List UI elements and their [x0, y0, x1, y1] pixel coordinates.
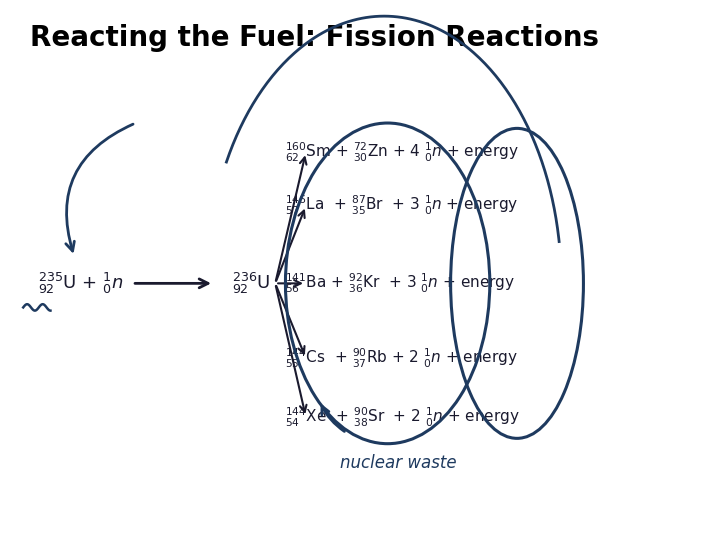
Text: $^{141}_{56}$Ba + $^{92}_{36}$Kr  + 3 $^{1}_{0}n$ + energy: $^{141}_{56}$Ba + $^{92}_{36}$Kr + 3 $^{… — [285, 272, 516, 295]
Text: Reacting the Fuel: Fission Reactions: Reacting the Fuel: Fission Reactions — [30, 24, 599, 52]
Text: $^{160}_{62}$Sm + $^{72}_{30}$Zn + 4 $^{1}_{0}n$ + energy: $^{160}_{62}$Sm + $^{72}_{30}$Zn + 4 $^{… — [285, 141, 519, 164]
Text: $^{146}_{57}$La  + $^{87}_{35}$Br  + 3 $^{1}_{0}n$ + energy: $^{146}_{57}$La + $^{87}_{35}$Br + 3 $^{… — [285, 194, 519, 218]
Text: $^{144}_{55}$Cs  + $^{90}_{37}$Rb + 2 $^{1}_{0}n$ + energy: $^{144}_{55}$Cs + $^{90}_{37}$Rb + 2 $^{… — [285, 347, 518, 370]
Text: $^{144}_{54}$Xe  + $^{90}_{38}$Sr  + 2 $^{1}_{0}n$ + energy: $^{144}_{54}$Xe + $^{90}_{38}$Sr + 2 $^{… — [285, 406, 520, 429]
Text: $^{235}_{92}$U + $^{1}_{0}n$: $^{235}_{92}$U + $^{1}_{0}n$ — [38, 271, 124, 296]
Text: $^{236}_{92}$U: $^{236}_{92}$U — [233, 271, 271, 296]
Text: nuclear waste: nuclear waste — [340, 454, 456, 472]
